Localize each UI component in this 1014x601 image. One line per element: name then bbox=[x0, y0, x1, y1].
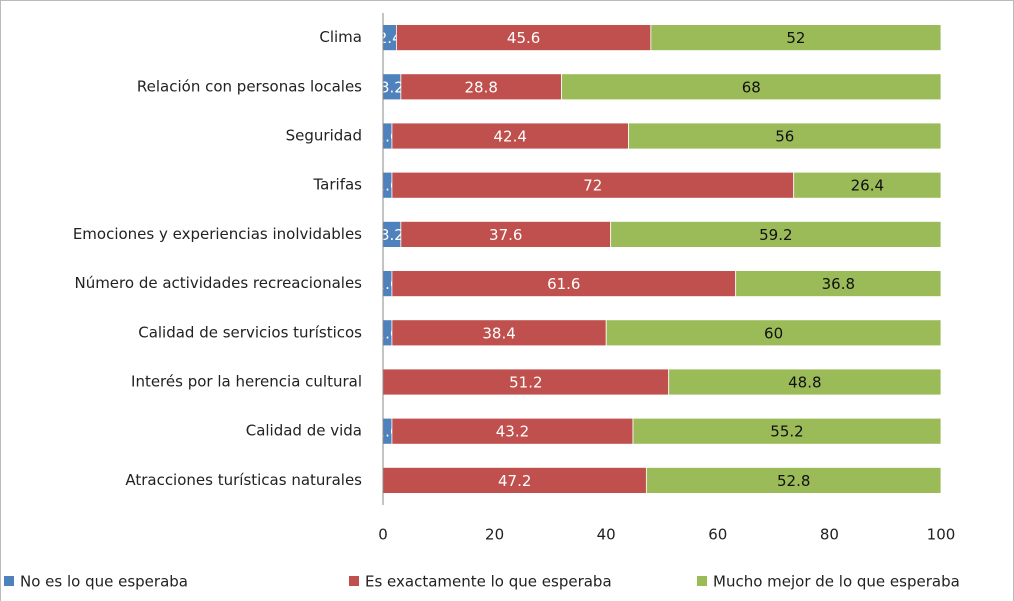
x-tick-label: 60 bbox=[708, 526, 727, 544]
data-label: 42.4 bbox=[494, 128, 527, 146]
bar-segment bbox=[668, 368, 942, 396]
bar-segment bbox=[382, 368, 670, 396]
legend-swatch bbox=[349, 576, 359, 586]
data-label: 2.4 bbox=[378, 29, 402, 47]
y-tick-label: Interés por la herencia cultural bbox=[131, 373, 362, 391]
legend-label: Es exactamente lo que esperaba bbox=[365, 573, 612, 591]
data-label: 56 bbox=[775, 128, 794, 146]
y-tick-label: Clima bbox=[319, 28, 362, 46]
bar-segment bbox=[632, 417, 942, 445]
y-tick-label: Relación con personas locales bbox=[137, 77, 362, 95]
y-tick-label: Tarifas bbox=[313, 176, 363, 194]
x-tick-label: 20 bbox=[485, 526, 504, 544]
bar-segment bbox=[605, 319, 942, 347]
data-label: 26.4 bbox=[851, 177, 884, 195]
data-label: 43.2 bbox=[496, 423, 529, 441]
bar-segment bbox=[395, 24, 652, 52]
bar-segment bbox=[400, 220, 612, 248]
bar-segment bbox=[650, 24, 942, 52]
bar-segment bbox=[561, 73, 942, 101]
data-label: 38.4 bbox=[482, 324, 515, 342]
data-label: 52 bbox=[786, 29, 805, 47]
bar-segment bbox=[628, 122, 942, 150]
data-label: 55.2 bbox=[770, 423, 803, 441]
bar-segment bbox=[391, 171, 795, 199]
legend-swatch bbox=[697, 576, 707, 586]
data-label: 3.2 bbox=[380, 78, 404, 96]
bar-segment bbox=[793, 171, 942, 199]
legend-swatch bbox=[4, 576, 14, 586]
y-tick-label: Atracciones turísticas naturales bbox=[125, 471, 362, 489]
data-label: 1.6 bbox=[376, 423, 400, 441]
bar-segment bbox=[400, 73, 562, 101]
x-tick-label: 100 bbox=[927, 526, 956, 544]
x-tick-label: 0 bbox=[378, 526, 388, 544]
x-tick-label: 80 bbox=[820, 526, 839, 544]
bar-segment bbox=[391, 122, 629, 150]
y-tick-label: Número de actividades recreacionales bbox=[74, 274, 362, 292]
data-label: 37.6 bbox=[489, 226, 522, 244]
data-label: 47.2 bbox=[498, 472, 531, 490]
data-label: 51.2 bbox=[509, 374, 542, 392]
data-label: 52.8 bbox=[777, 472, 810, 490]
bar-segment bbox=[391, 270, 737, 298]
bar-segment bbox=[645, 466, 942, 494]
data-label: 61.6 bbox=[547, 275, 580, 293]
data-label: 59.2 bbox=[759, 226, 792, 244]
bar-segment bbox=[610, 220, 942, 248]
data-label: 36.8 bbox=[822, 275, 855, 293]
x-tick-label: 40 bbox=[597, 526, 616, 544]
legend-label: No es lo que esperaba bbox=[20, 573, 188, 591]
data-label: 1.6 bbox=[376, 275, 400, 293]
data-label: 48.8 bbox=[788, 374, 821, 392]
data-label: 3.2 bbox=[380, 226, 404, 244]
data-label: 72 bbox=[583, 177, 602, 195]
data-label: 60 bbox=[764, 324, 783, 342]
data-label: 28.8 bbox=[465, 78, 498, 96]
data-label: 68 bbox=[742, 78, 761, 96]
data-label: 1.6 bbox=[376, 128, 400, 146]
data-label: 1.6 bbox=[376, 324, 400, 342]
y-tick-label: Seguridad bbox=[286, 127, 362, 145]
y-tick-label: Calidad de servicios turísticos bbox=[138, 323, 362, 341]
legend-label: Mucho mejor de lo que esperaba bbox=[713, 573, 960, 591]
y-tick-label: Emociones y experiencias inolvidables bbox=[73, 225, 362, 243]
data-label: 1.6 bbox=[376, 177, 400, 195]
data-label: 45.6 bbox=[507, 29, 540, 47]
bar-segment bbox=[735, 270, 942, 298]
y-tick-label: Calidad de vida bbox=[246, 422, 362, 440]
